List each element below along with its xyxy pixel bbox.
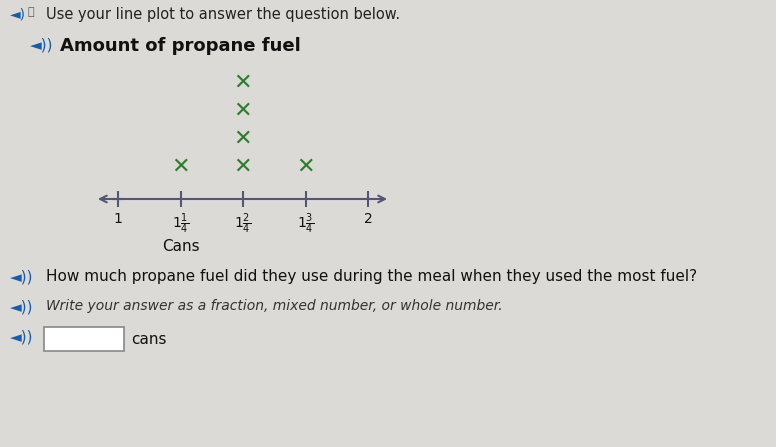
- Text: ✕: ✕: [171, 157, 190, 177]
- Text: ◄)): ◄)): [10, 299, 33, 314]
- Text: ✕: ✕: [234, 157, 252, 177]
- Text: cans: cans: [131, 332, 167, 346]
- Text: Write your answer as a fraction, mixed number, or whole number.: Write your answer as a fraction, mixed n…: [46, 299, 503, 313]
- Text: ✕: ✕: [234, 73, 252, 93]
- Text: Cans: Cans: [161, 239, 199, 254]
- Text: How much propane fuel did they use during the meal when they used the most fuel?: How much propane fuel did they use durin…: [46, 269, 697, 284]
- Text: ✕: ✕: [296, 157, 315, 177]
- Text: 1: 1: [113, 212, 123, 226]
- Text: ✕: ✕: [234, 101, 252, 121]
- Text: 1$\frac{2}{4}$: 1$\frac{2}{4}$: [234, 212, 251, 236]
- Text: ⬜: ⬜: [28, 7, 35, 17]
- Text: 1$\frac{3}{4}$: 1$\frac{3}{4}$: [297, 212, 314, 236]
- Text: 1$\frac{1}{4}$: 1$\frac{1}{4}$: [172, 212, 189, 236]
- Text: ◄)): ◄)): [30, 37, 54, 52]
- Text: ◄): ◄): [10, 7, 26, 21]
- Text: ◄)): ◄)): [10, 269, 33, 284]
- Text: ◄)): ◄)): [10, 329, 33, 344]
- Text: Use your line plot to answer the question below.: Use your line plot to answer the questio…: [46, 7, 400, 22]
- Text: ✕: ✕: [234, 129, 252, 149]
- Text: 2: 2: [364, 212, 372, 226]
- Text: Amount of propane fuel: Amount of propane fuel: [60, 37, 301, 55]
- FancyBboxPatch shape: [44, 327, 124, 351]
